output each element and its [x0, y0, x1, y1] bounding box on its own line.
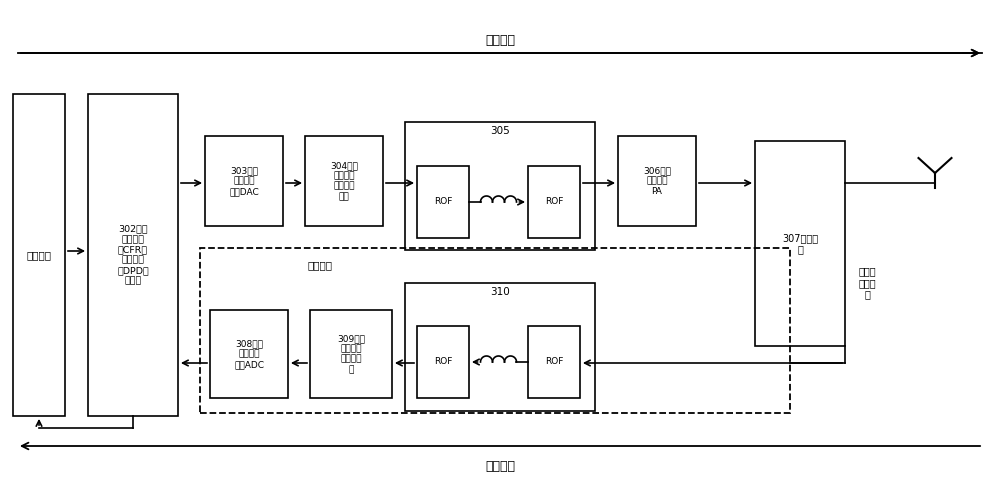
- Bar: [755, 141, 845, 346]
- Text: 上行链路: 上行链路: [485, 460, 515, 472]
- Text: ROF: ROF: [434, 198, 452, 206]
- Text: 309，下
变频和反
馈电路单
元: 309，下 变频和反 馈电路单 元: [337, 334, 365, 374]
- Bar: [405, 122, 595, 250]
- Bar: [417, 326, 469, 398]
- Bar: [310, 310, 392, 398]
- Text: ROF: ROF: [434, 358, 452, 366]
- Bar: [13, 94, 65, 416]
- Text: 308，模
拟数字转
化器ADC: 308，模 拟数字转 化器ADC: [234, 339, 264, 369]
- Bar: [405, 283, 595, 411]
- Bar: [88, 94, 178, 416]
- Text: 305: 305: [490, 126, 510, 136]
- Bar: [210, 310, 288, 398]
- Text: 基带信号: 基带信号: [26, 250, 52, 260]
- Text: 下行链路: 下行链路: [485, 34, 515, 46]
- Text: ROF: ROF: [545, 358, 563, 366]
- Bar: [528, 166, 580, 238]
- Text: 303，数
字模拟转
化器DAC: 303，数 字模拟转 化器DAC: [229, 166, 259, 196]
- Text: 302，波
峰因子降
低CFR和
数字预失
真DPD处
理单元: 302，波 峰因子降 低CFR和 数字预失 真DPD处 理单元: [117, 224, 149, 285]
- Text: 306，功
率放大器
PA: 306，功 率放大器 PA: [643, 166, 671, 196]
- Bar: [205, 136, 283, 226]
- Bar: [528, 326, 580, 398]
- Text: ROF: ROF: [545, 198, 563, 206]
- Bar: [305, 136, 383, 226]
- Text: 反馈链路: 反馈链路: [308, 260, 332, 270]
- Text: 反馈和
接收信
号: 反馈和 接收信 号: [858, 266, 876, 300]
- Text: 307，滤波
器: 307，滤波 器: [782, 233, 818, 254]
- Bar: [618, 136, 696, 226]
- Text: 304，上
变频和小
信号放大
单元: 304，上 变频和小 信号放大 单元: [330, 161, 358, 201]
- Text: 310: 310: [490, 287, 510, 297]
- Bar: [200, 248, 790, 413]
- Bar: [417, 166, 469, 238]
